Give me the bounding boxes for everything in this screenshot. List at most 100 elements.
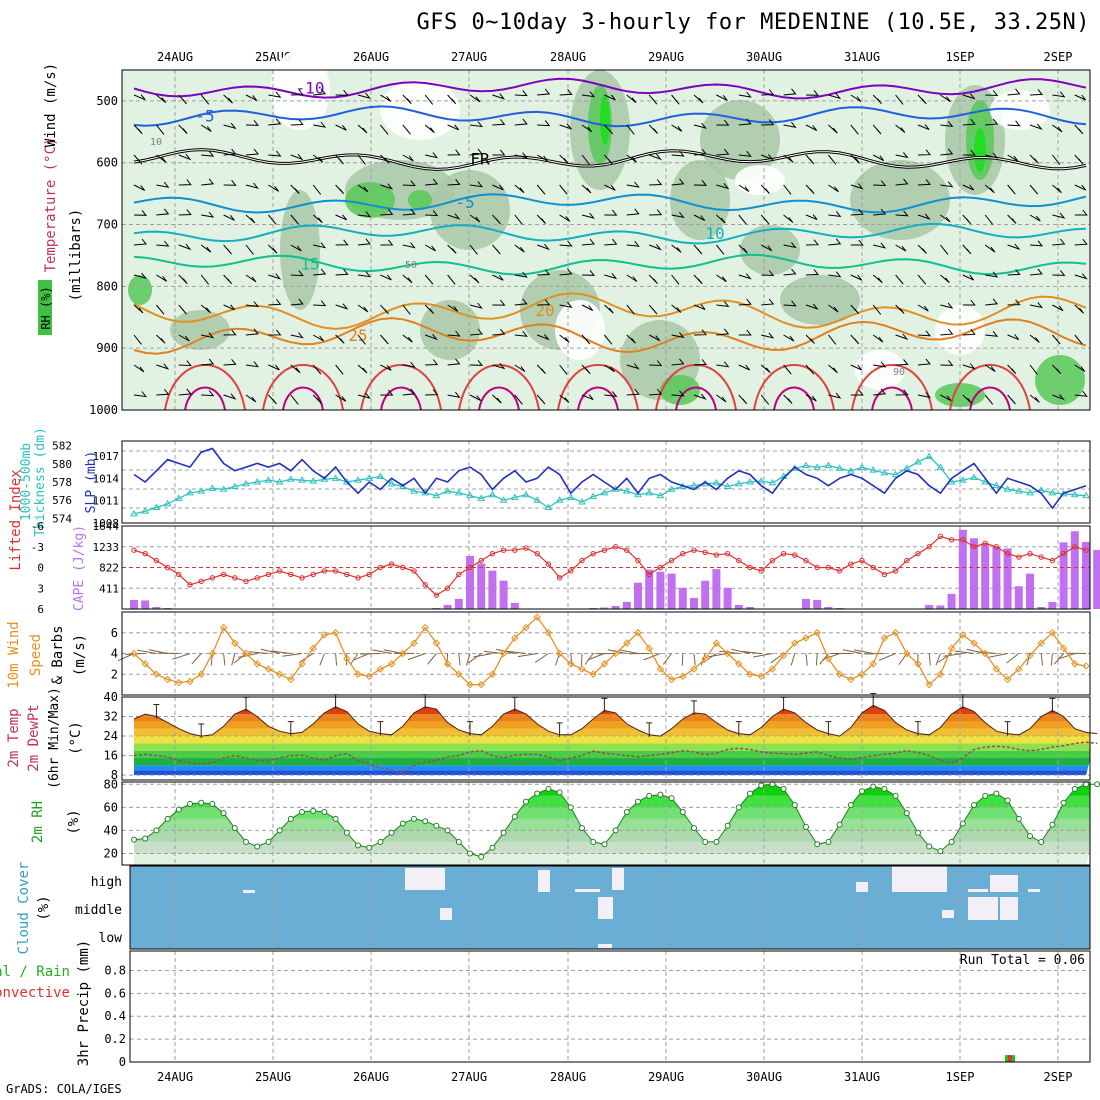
wind-speed-marker [578,665,586,673]
li-tick: -6 [31,520,44,533]
wind-barb [223,94,233,104]
wind10m-barb [360,653,381,655]
wind-barb [335,124,347,131]
thickness-marker [432,491,441,499]
wind-barb [268,329,282,336]
wind10m-barb [506,650,527,654]
wind-speed-marker [544,629,553,637]
wind-barb [312,154,324,163]
wind-barb [783,300,797,307]
rh-marker [411,815,417,822]
wind-barb [805,124,818,131]
wind-speed-marker [712,639,721,647]
wind10m-barb [976,651,997,654]
warm-contour-inner [577,386,619,411]
isotherm-label: 15 [300,255,319,274]
rh-marker [601,841,608,848]
date-label-bottom: 28AUG [550,1070,586,1084]
wind-barb [917,149,932,156]
lifted-index-marker [982,540,988,546]
wind-barb [245,214,256,224]
temp-minmax-bar [243,696,249,712]
wind10m-barb [210,653,213,666]
wind10m-barb [458,653,461,666]
lifted-index-marker [1072,544,1078,550]
rh-marker [623,808,630,815]
cloud-level-low: low [99,931,123,946]
wind-barb [268,364,280,371]
wind-barb [335,303,349,310]
wind-barb [984,364,996,373]
wind-barb [649,153,663,161]
precip-total-label: Total / Rain [0,964,70,980]
wind-barb [380,239,394,246]
wind-barb [604,124,613,135]
wind-barb [783,242,797,249]
wind-barb [1007,184,1016,195]
wind-barb [156,274,167,282]
cape-bar [622,601,631,609]
wind-barb [895,210,909,217]
wind10m-barb [790,653,796,666]
wind-barb [335,154,344,165]
wind-barb [178,360,192,367]
wind-barb [223,274,233,285]
temp-minmax-bar [825,721,832,736]
wind-barb [581,238,595,246]
wind-barb [245,94,258,101]
cloud-block [575,889,600,892]
wind-barb [133,238,147,246]
temp-band [134,770,1090,776]
rh-marker [276,827,283,834]
wind-barb [335,184,345,195]
wind-barb [133,184,146,191]
thickness-marker [846,467,855,474]
thickness-marker [488,490,497,498]
lifted-index-marker [904,557,910,564]
cloud-level-middle: middle [75,903,122,918]
rh-marker [1004,797,1011,804]
wind-barb [133,334,142,345]
wind-barb [984,244,996,253]
wind-speed-marker [231,639,239,647]
thickness-marker [410,487,418,494]
wind-barb [940,214,951,223]
date-label-bottom: 26AUG [353,1070,389,1084]
lifted-index-marker [355,575,361,581]
wind-speed-marker [197,670,205,678]
lifted-index-marker [187,582,193,588]
wind-speed-marker [331,629,340,637]
wind-barb [447,178,461,186]
wind-barb [648,274,658,285]
wind-barb [985,90,999,97]
wind-speed-marker [1048,629,1057,637]
rh-marker [635,798,641,805]
date-label-top: 31AUG [844,50,880,64]
thickness-tick: 582 [52,440,72,453]
wind-barb [559,394,570,403]
slp-tick: 1011 [93,495,120,508]
wind-speed-marker [824,654,833,663]
thickness-marker [186,488,194,496]
thickness-marker [264,476,273,483]
wind-barb [761,89,775,96]
wind-barb [357,392,371,399]
pressure-tick: 500 [96,94,118,108]
lifted-index-marker [1049,557,1056,564]
wind-speed-marker [925,680,933,689]
lifted-index-marker [825,564,832,571]
wind10m-barb [741,650,762,654]
isotherm-label: -10 [296,79,325,98]
wind-barb [559,154,569,164]
wind10m-barb [534,653,549,663]
wind-barb [1029,154,1039,164]
cape-bar [678,587,687,609]
wind-barb [1029,123,1043,130]
cape-bar [813,599,822,609]
wind-speed-marker [309,644,317,653]
cloud-block [1000,897,1018,920]
thickness-marker [645,488,654,496]
cape-bar [611,605,620,609]
date-label-top: 30AUG [746,50,782,64]
lifted-index-marker [691,547,697,553]
